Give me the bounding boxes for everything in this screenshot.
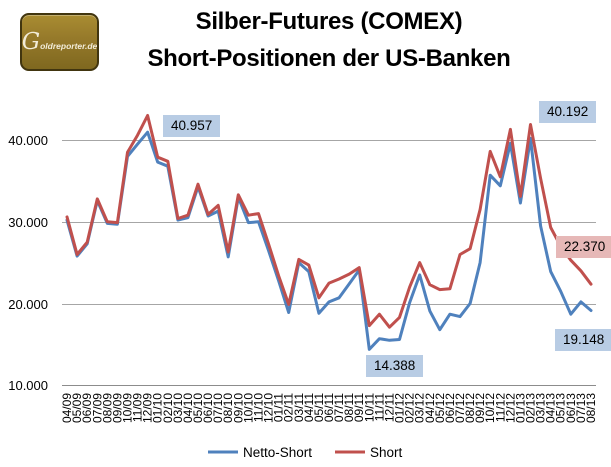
x-axis-label: 06/11 — [322, 393, 336, 422]
chart-title-line1: Silber-Futures (COMEX) — [195, 8, 463, 35]
data-label-14.388: 14.388 — [366, 355, 424, 377]
y-axis-label: 10.000 — [8, 378, 48, 393]
x-axis-label: 09/11 — [352, 393, 366, 422]
x-axis-label: 05/10 — [191, 393, 205, 423]
x-axis-label: 10/11 — [362, 393, 376, 422]
x-axis-label: 07/09 — [90, 393, 104, 423]
x-axis-label: 07/10 — [211, 393, 225, 423]
series-line-short — [65, 114, 593, 329]
x-axis-label: 11/11 — [372, 393, 386, 422]
x-axis-label: 04/11 — [302, 393, 316, 422]
x-axis-label: 07/12 — [453, 393, 467, 423]
y-axis-label: 40.000 — [8, 133, 48, 148]
x-axis-label: 02/11 — [282, 393, 296, 422]
legend-label-netto-short: Netto-Short — [243, 445, 312, 460]
x-axis-label: 04/13 — [544, 393, 558, 423]
x-axis-label: 01/11 — [272, 393, 286, 422]
x-axis-label: 12/10 — [262, 393, 276, 423]
x-axis-label: 02/10 — [161, 393, 175, 423]
legend-label-short: Short — [370, 445, 403, 460]
logo-text: oldreporter.de — [40, 41, 98, 51]
series-line-netto-short — [65, 130, 593, 351]
data-label-22.370: 22.370 — [556, 236, 611, 258]
x-axis-label: 02/13 — [524, 393, 538, 423]
y-axis-label: 30.000 — [8, 215, 48, 230]
x-axis-label: 09/09 — [110, 393, 124, 423]
x-axis-label: 02/12 — [403, 393, 417, 423]
x-axis-label: 03/13 — [534, 393, 548, 423]
x-axis-label: 06/10 — [201, 393, 215, 423]
data-label-19.148: 19.148 — [555, 329, 611, 351]
x-axis-label: 12/12 — [503, 393, 517, 423]
x-axis-label: 04/12 — [423, 393, 437, 423]
x-axis-label: 01/10 — [151, 393, 165, 423]
data-label-40.957: 40.957 — [163, 115, 221, 137]
x-axis-label: 12/11 — [382, 393, 396, 422]
x-axis-label: 08/13 — [584, 393, 598, 423]
logo-letter-g: G — [21, 29, 41, 55]
x-axis-label: 04/09 — [60, 393, 74, 423]
x-axis-label: 10/09 — [120, 393, 134, 423]
x-axis-label: 07/13 — [574, 393, 588, 423]
x-axis-label: 01/12 — [393, 393, 407, 423]
x-axis-label: 08/10 — [221, 393, 235, 423]
chart-title: Silber-Futures (COMEX) Short-Positionen … — [47, 3, 611, 77]
x-axis-label: 11/09 — [131, 393, 145, 422]
x-axis-label: 08/12 — [463, 393, 477, 423]
x-axis-label: 05/12 — [433, 393, 447, 423]
x-axis-label: 03/10 — [171, 393, 185, 423]
chart-title-line2: Short-Positionen der US-Banken — [147, 45, 511, 72]
x-axis-label: 01/13 — [513, 393, 527, 423]
x-axis-label: 07/11 — [332, 393, 346, 422]
x-axis-label: 09/12 — [473, 393, 487, 423]
x-axis-label: 03/11 — [292, 393, 306, 422]
x-axis-label: 12/09 — [141, 393, 155, 423]
x-axis-label: 10/10 — [241, 393, 255, 423]
x-axis-label: 09/10 — [231, 393, 245, 423]
y-axis-label: 20.000 — [8, 297, 48, 312]
x-axis-label: 05/11 — [312, 393, 326, 422]
x-axis-label: 06/09 — [80, 393, 94, 423]
x-axis-label: 08/11 — [342, 393, 356, 422]
x-axis-label: 10/12 — [483, 393, 497, 423]
x-axis-label: 06/13 — [564, 393, 578, 423]
x-axis-label: 06/12 — [443, 393, 457, 423]
x-axis-label: 11/12 — [493, 393, 507, 422]
x-axis-label: 04/10 — [181, 393, 195, 423]
x-axis-label: 03/12 — [413, 393, 427, 423]
data-label-40.192: 40.192 — [539, 101, 597, 123]
x-axis-label: 05/09 — [70, 393, 84, 423]
x-axis-label: 08/09 — [100, 393, 114, 423]
x-axis-label: 05/13 — [554, 393, 568, 423]
x-axis-label: 11/10 — [251, 393, 265, 422]
